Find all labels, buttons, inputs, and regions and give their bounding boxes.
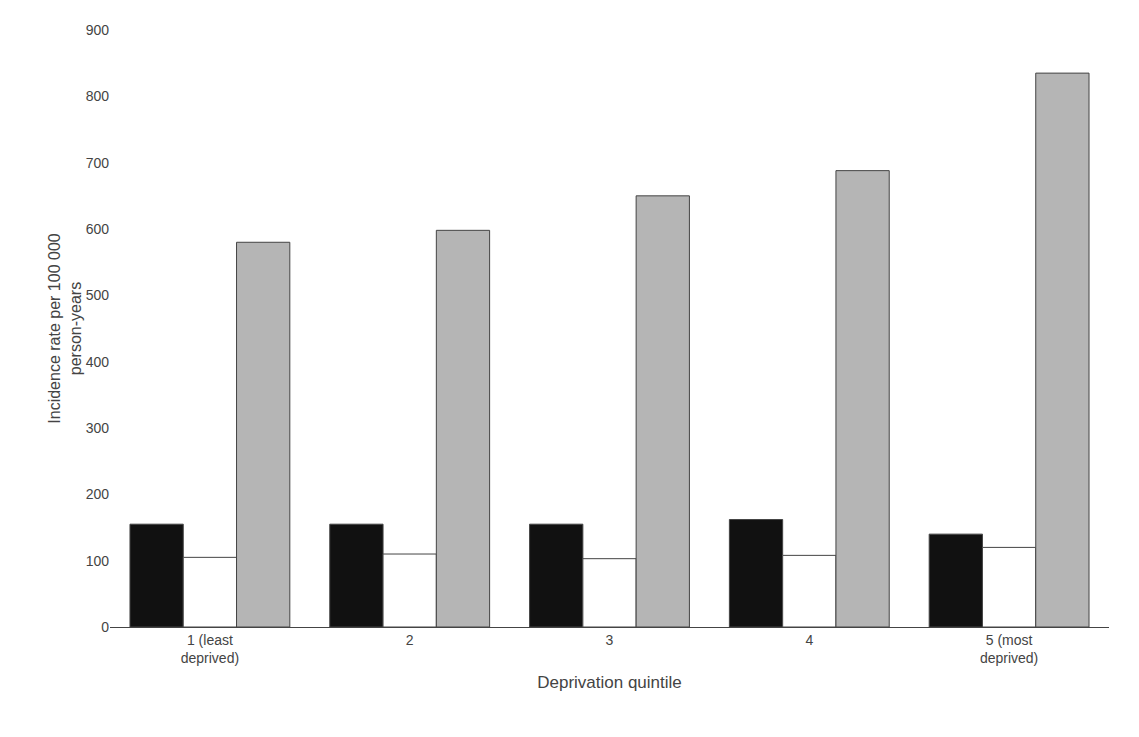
svg-text:200: 200 <box>86 486 110 502</box>
svg-text:2: 2 <box>406 632 414 648</box>
svg-text:4: 4 <box>805 632 813 648</box>
svg-text:500: 500 <box>86 287 110 303</box>
svg-text:100: 100 <box>86 553 110 569</box>
svg-text:900: 900 <box>86 22 110 38</box>
svg-text:0: 0 <box>101 619 109 635</box>
svg-text:800: 800 <box>86 88 110 104</box>
svg-text:700: 700 <box>86 155 110 171</box>
svg-text:Deprivation quintile: Deprivation quintile <box>537 673 682 692</box>
svg-text:Incidence rate per 100 000pers: Incidence rate per 100 000person-years <box>46 233 84 423</box>
svg-text:400: 400 <box>86 354 110 370</box>
svg-text:600: 600 <box>86 221 110 237</box>
svg-text:300: 300 <box>86 420 110 436</box>
svg-text:1 (leastdeprived): 1 (leastdeprived) <box>181 632 239 666</box>
svg-text:5 (mostdeprived): 5 (mostdeprived) <box>980 632 1038 666</box>
svg-text:3: 3 <box>606 632 614 648</box>
